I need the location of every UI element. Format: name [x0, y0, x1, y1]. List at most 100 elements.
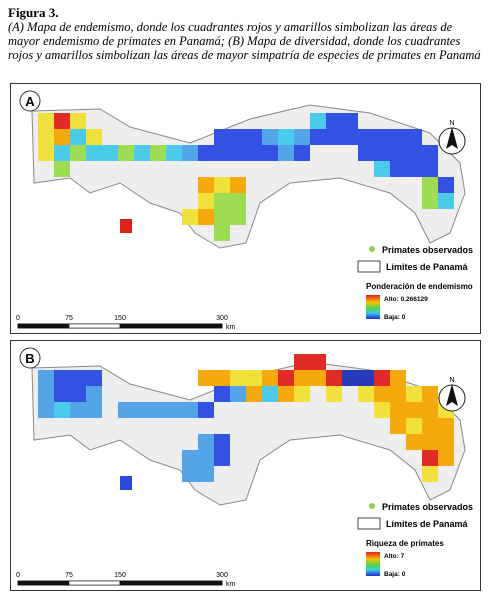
map-cell	[342, 370, 358, 386]
map-cell	[118, 145, 134, 161]
map-cell	[230, 370, 246, 386]
map-cell	[54, 129, 70, 145]
panel-label: B	[25, 351, 34, 366]
map-cell	[86, 386, 102, 402]
map-cell	[54, 113, 70, 129]
map-cell	[262, 145, 278, 161]
map-cell	[326, 386, 342, 402]
map-cell	[278, 145, 294, 161]
map-cell	[38, 145, 54, 161]
map-cell	[214, 145, 230, 161]
map-cell	[198, 370, 214, 386]
map-cell	[38, 386, 54, 402]
map-cell	[390, 402, 406, 418]
map-cell	[278, 129, 294, 145]
map-cell	[246, 129, 262, 145]
map-panel: B N Primates observados Límites de Panamá Ri…	[10, 340, 481, 591]
scale-label: 150	[114, 572, 126, 579]
map-cell	[86, 145, 102, 161]
map-cell	[214, 225, 230, 241]
map-cell	[342, 129, 358, 145]
scale-label: 0	[16, 572, 20, 579]
map-cell	[182, 145, 198, 161]
map-cell	[70, 402, 86, 418]
map-cell	[38, 370, 54, 386]
legend-low: Baja: 0	[384, 314, 406, 321]
map-cell	[390, 129, 406, 145]
scale-label: 75	[65, 315, 73, 322]
map-cell	[390, 161, 406, 177]
map-cell	[166, 402, 182, 418]
map-cell	[70, 113, 86, 129]
map-cell	[214, 450, 230, 466]
map-cell	[118, 402, 134, 418]
scale-segment	[17, 580, 70, 586]
map-cell	[438, 418, 454, 434]
map-cell	[406, 434, 422, 450]
map-cell	[294, 129, 310, 145]
map-cell	[278, 386, 294, 402]
map-cell	[54, 161, 70, 177]
legend-dot	[369, 246, 375, 252]
map-cell	[54, 402, 70, 418]
map-cell	[214, 386, 230, 402]
legend-limits: Límites de Panamá	[386, 262, 469, 272]
map-cell	[438, 450, 454, 466]
map-cell	[198, 466, 214, 482]
legend-scale-title: Ponderación de endemismo	[366, 282, 473, 291]
map-cell	[198, 177, 214, 193]
map-cell	[38, 402, 54, 418]
map-cell	[214, 193, 230, 209]
map-cell	[214, 129, 230, 145]
map-cell	[262, 386, 278, 402]
map-cell	[246, 386, 262, 402]
map-cell	[54, 386, 70, 402]
scale-segment	[119, 580, 223, 586]
map-cell	[38, 129, 54, 145]
map-cell	[358, 370, 374, 386]
map-cell	[230, 386, 246, 402]
map-cell	[422, 434, 438, 450]
map-cell	[214, 370, 230, 386]
legend-dot	[369, 503, 375, 509]
map-cell	[230, 193, 246, 209]
map-cell	[422, 161, 438, 177]
scale-label: 150	[114, 315, 126, 322]
map-cell	[422, 386, 438, 402]
map-cell	[230, 177, 246, 193]
map-cell	[214, 434, 230, 450]
scale-segment	[17, 323, 70, 329]
map-cell	[70, 370, 86, 386]
map-cell	[310, 129, 326, 145]
map-cell	[246, 370, 262, 386]
map-cell	[70, 145, 86, 161]
legend-gradient	[366, 552, 380, 576]
scale-segment	[68, 323, 121, 329]
map-cell	[294, 370, 310, 386]
map-cell	[326, 129, 342, 145]
map-cell	[134, 145, 150, 161]
scale-segment	[119, 323, 223, 329]
map-cell	[182, 466, 198, 482]
map-cell	[182, 450, 198, 466]
north-label: N	[449, 377, 454, 384]
map-cell	[374, 129, 390, 145]
map-cell	[38, 113, 54, 129]
map-cell	[198, 402, 214, 418]
map-cell	[54, 370, 70, 386]
map-cell	[358, 145, 374, 161]
map-cell	[406, 129, 422, 145]
map-cell	[438, 193, 454, 209]
map-cell	[390, 386, 406, 402]
map-cell	[358, 386, 374, 402]
map-cell	[422, 402, 438, 418]
map-cell	[54, 145, 70, 161]
map-cell	[374, 386, 390, 402]
island-cell	[120, 219, 132, 233]
legend-observed: Primates observados	[382, 245, 473, 255]
map-cell	[342, 113, 358, 129]
map-panel: A N Primates observados Límites de Panamá Po…	[10, 83, 481, 334]
map-cell	[166, 145, 182, 161]
